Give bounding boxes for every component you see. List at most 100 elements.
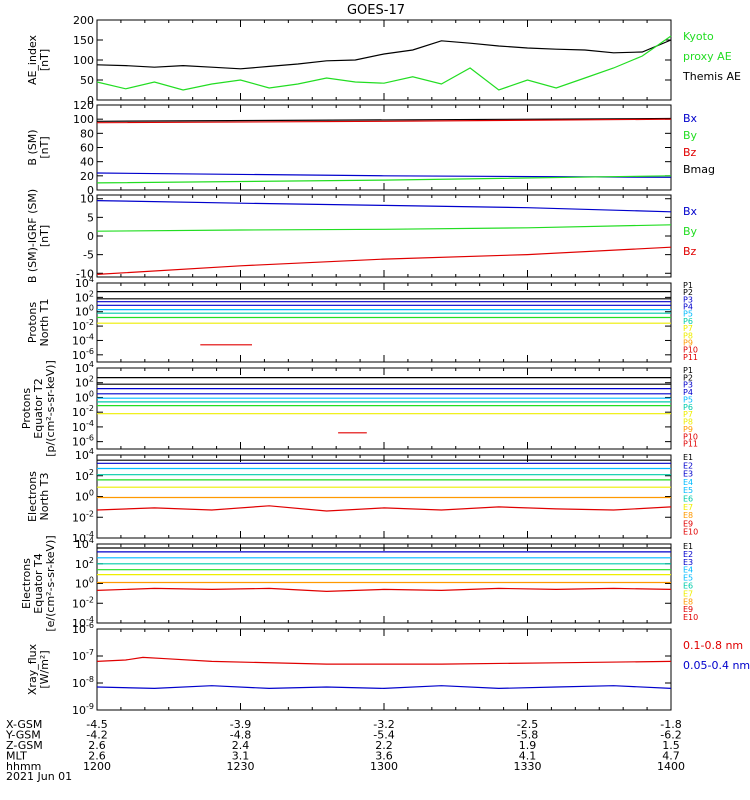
y-tick-label: 150 [73,34,94,47]
ephem-value: 2.6 [88,750,106,763]
series-line-bz [96,118,672,124]
ephemeris-table: X-GSM -4.5 -3.9 -3.2 -2.5 -1.8 Y-GSM -4.2 -4.8 -5… [5,718,685,783]
y-tick-label: 10-2 [72,595,94,610]
y-axis-title: ElectronsEquator T4[e/(cm²-s-sr-keV)] [20,535,57,631]
legend-label: P3 [683,295,693,304]
legend-label: Bz [683,245,697,258]
series-line-bx [96,200,672,213]
y-axis-title: ProtonsEquator T2[p/(cm²-s-sr-keV)] [20,360,57,457]
y-tick-label: 102 [75,556,94,571]
y-tick-label: 10-8 [72,675,94,690]
y-tick-label: 104 [75,536,94,551]
legend-label: E9 [683,605,693,614]
legend-label: proxy AE [683,50,732,63]
y-tick-label: 10-6 [72,621,94,636]
legend-label: E1 [683,453,693,462]
y-axis-title: Xray_flux[W/m²] [26,643,51,695]
legend-label: Bx [683,112,698,125]
legend-label: P11 [683,440,698,449]
panel-frame [96,543,672,624]
ephem-value: -4.8 [230,729,251,742]
legend-label: P1 [683,366,693,375]
ephem-value: 1400 [657,760,685,773]
panel-frame [96,282,672,363]
plot-title: GOES-17 [347,3,405,18]
legend-label: E4 [683,566,693,575]
ephem-value: 4.1 [519,750,537,763]
ephem-label: Z-GSM [6,739,43,752]
ephem-value: -5.4 [373,729,394,742]
ephem-label: Y-GSM [5,729,41,742]
legend-label: P1 [683,281,693,290]
legend-label: E9 [683,519,693,528]
y-tick-label: 10 [80,193,94,206]
legend-label: 0.1-0.8 nm [683,639,743,652]
y-tick-label: 100 [73,113,94,126]
legend-label: Bx [683,205,698,218]
ephem-value: 2.4 [232,739,250,752]
legend-label: E3 [683,558,693,567]
ephem-value: 4.7 [662,750,680,763]
legend-label: P10 [683,432,698,441]
ephem-value: -5.8 [517,729,538,742]
ephem-label: hhmm [6,760,41,773]
legend-label: E6 [683,495,693,504]
legend-label: By [683,129,698,142]
panel-frame [96,19,672,101]
legend-label: By [683,225,698,238]
ephem-value: 1200 [83,760,111,773]
legend-label: P4 [683,388,693,397]
y-tick-label: 104 [75,447,94,462]
series-line-bmag [96,117,672,122]
ephem-value: 1230 [227,760,255,773]
y-tick-label: 100 [75,489,94,504]
legend-label: E7 [683,589,693,598]
y-tick-label: -10 [76,267,94,280]
legend-label: P11 [683,353,698,362]
ephem-value: -2.5 [517,718,538,731]
panel-frame [96,628,672,711]
legend-label: E1 [683,542,693,551]
y-tick-label: 50 [80,74,94,87]
legend-label: Kyoto [683,30,714,43]
series-line-bz [96,246,672,275]
ephem-value: 3.6 [375,750,393,763]
legend-label: P9 [683,338,693,347]
panel-ae_index: 0 50 100 150 200 AE_index[nT] Kyoto proxy AE The… [26,14,741,107]
legend-label: P8 [683,331,693,340]
y-tick-label: 100 [73,54,94,67]
series-line-e8 [96,505,672,512]
y-tick-label: 40 [80,156,94,169]
series-line-by [96,175,672,184]
legend-label: 0.05-0.4 nm [683,659,750,672]
legend-label: P5 [683,310,693,319]
y-axis-title: B (SM)[nT] [26,129,51,165]
series-line-0-05-0-4-nm [96,685,672,690]
ephem-value: 1330 [514,760,542,773]
panel-xray: 10-6 10-7 10-8 10-9 Xray_flux[W/m²] 0.1-0.8 n… [26,621,750,717]
legend-label: P6 [683,403,693,412]
y-tick-label: 10-4 [72,419,94,434]
y-tick-label: 100 [75,389,94,404]
ephem-value: -4.5 [86,718,107,731]
y-tick-label: 102 [75,468,94,483]
y-tick-label: -5 [83,249,94,262]
series-line-themis-ae [96,39,672,70]
legend-label: E6 [683,582,693,591]
y-tick-label: 120 [73,99,94,112]
legend-label: P7 [683,410,693,419]
ephem-value: 1.5 [662,739,680,752]
legend-label: P10 [683,346,698,355]
ephem-value: -3.2 [373,718,394,731]
y-tick-label: 20 [80,170,94,183]
y-axis-title: ElectronsNorth T3 [26,471,51,522]
y-tick-label: 10-2 [72,404,94,419]
panel-frame [96,367,672,450]
legend-label: E8 [683,597,693,606]
legend-label: Bz [683,146,697,159]
